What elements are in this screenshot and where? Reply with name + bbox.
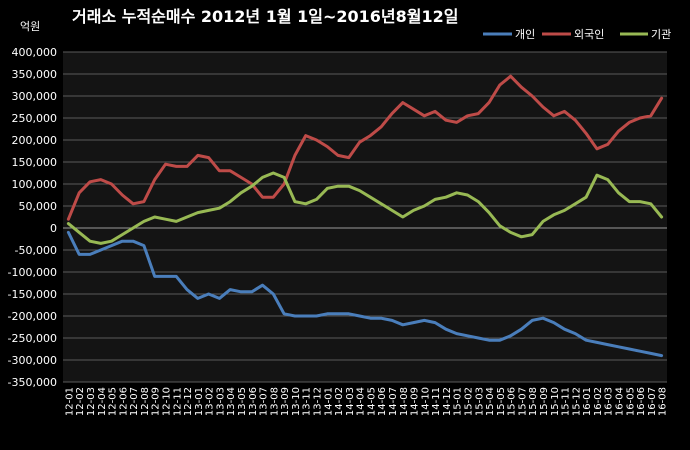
x-tick-label: 15-05 [496, 387, 507, 416]
x-tick-label: 12-11 [172, 387, 183, 416]
x-tick-label: 13-03 [215, 387, 226, 416]
x-tick-label: 13-08 [269, 387, 280, 416]
y-tick-label: -50,000 [15, 244, 57, 257]
x-tick-label: 14-11 [431, 387, 442, 416]
y-tick-label: -100,000 [8, 266, 57, 279]
series-line-institution [66, 171, 664, 245]
x-tick-label: 12-03 [86, 387, 97, 416]
series-lines [66, 74, 664, 358]
x-tick-label: 16-02 [593, 387, 604, 416]
x-tick-label: 14-07 [388, 387, 399, 416]
x-tick-label: 12-02 [75, 387, 86, 416]
x-tick-label: 12-09 [151, 387, 162, 416]
x-tick-label: 14-12 [442, 387, 453, 416]
y-tick-label: -300,000 [8, 354, 57, 367]
x-tick-label: 16-08 [658, 387, 669, 416]
y-tick-label: 250,000 [12, 112, 58, 125]
x-tick-label: 14-08 [399, 387, 410, 416]
x-tick-label: 14-04 [356, 387, 367, 416]
y-tick-label: 0 [50, 222, 57, 235]
y-tick-label: 100,000 [12, 178, 58, 191]
x-tick-label: 13-12 [312, 387, 323, 416]
x-tick-label: 13-04 [226, 387, 237, 416]
x-tick-label: 13-10 [291, 387, 302, 416]
x-axis-ticks: 12-01 12-02 12-03 12-04 12-05 12-06 12-07 12-08… [64, 387, 668, 416]
x-tick-label: 12-05 [108, 387, 119, 416]
x-tick-label: 16-01 [582, 387, 593, 416]
x-tick-label: 15-03 [474, 387, 485, 416]
x-tick-label: 15-06 [507, 387, 518, 416]
y-tick-label: 200,000 [12, 134, 58, 147]
series-line-individual [66, 230, 664, 358]
plot-area [63, 52, 667, 382]
x-tick-label: 13-06 [248, 387, 259, 416]
y-tick-label: 400,000 [12, 46, 58, 59]
x-tick-label: 14-03 [345, 387, 356, 416]
x-tick-label: 12-01 [64, 387, 75, 416]
legend-label-institution: 기관 [651, 28, 671, 41]
y-tick-label: -350,000 [8, 376, 57, 389]
legend-label-individual: 개인 [515, 28, 535, 41]
x-tick-label: 12-08 [140, 387, 151, 416]
x-tick-label: 13-07 [259, 387, 270, 416]
y-tick-label: 300,000 [12, 90, 58, 103]
x-tick-label: 13-11 [302, 387, 313, 416]
x-tick-label: 16-03 [604, 387, 615, 416]
y-tick-label: 50,000 [19, 200, 58, 213]
x-tick-label: 12-12 [183, 387, 194, 416]
legend: 개인 외국인 기관 [483, 28, 671, 41]
x-tick-label: 16-04 [614, 387, 625, 416]
x-tick-label: 15-07 [517, 387, 528, 416]
x-tick-label: 12-04 [97, 387, 108, 416]
x-tick-label: 12-06 [118, 387, 129, 416]
x-tick-label: 15-02 [463, 387, 474, 416]
x-tick-label: 15-09 [539, 387, 550, 416]
x-tick-label: 15-08 [528, 387, 539, 416]
x-tick-label: 13-01 [194, 387, 205, 416]
x-tick-label: 15-11 [561, 387, 572, 416]
y-unit-label: 억원 [20, 20, 40, 33]
y-tick-label: -200,000 [8, 310, 57, 323]
x-tick-label: 14-06 [377, 387, 388, 416]
x-tick-label: 14-09 [410, 387, 421, 416]
x-tick-label: 16-07 [647, 387, 658, 416]
x-tick-label: 15-12 [571, 387, 582, 416]
y-tick-label: 150,000 [12, 156, 58, 169]
x-tick-label: 14-01 [323, 387, 334, 416]
y-tick-label: -150,000 [8, 288, 57, 301]
x-tick-label: 15-01 [453, 387, 464, 416]
x-tick-label: 12-07 [129, 387, 140, 416]
x-tick-label: 16-06 [636, 387, 647, 416]
x-tick-label: 13-02 [205, 387, 216, 416]
series-line-foreign [66, 74, 664, 221]
x-tick-label: 12-10 [161, 387, 172, 416]
x-tick-label: 13-05 [237, 387, 248, 416]
x-tick-label: 15-10 [550, 387, 561, 416]
y-tick-label: 350,000 [12, 68, 58, 81]
x-tick-label: 13-09 [280, 387, 291, 416]
x-tick-label: 16-05 [625, 387, 636, 416]
x-tick-label: 14-02 [334, 387, 345, 416]
y-tick-label: -250,000 [8, 332, 57, 345]
x-tick-label: 14-05 [366, 387, 377, 416]
y-axis-ticks: -350,000 -300,000 -250,000 -200,000 -150,000… [8, 46, 57, 389]
x-tick-label: 14-10 [420, 387, 431, 416]
legend-label-foreign: 외국인 [574, 28, 604, 41]
x-tick-label: 15-04 [485, 387, 496, 416]
chart-title: 거래소 누적순매수 2012년 1월 1일~2016년8월12일 [72, 7, 459, 26]
